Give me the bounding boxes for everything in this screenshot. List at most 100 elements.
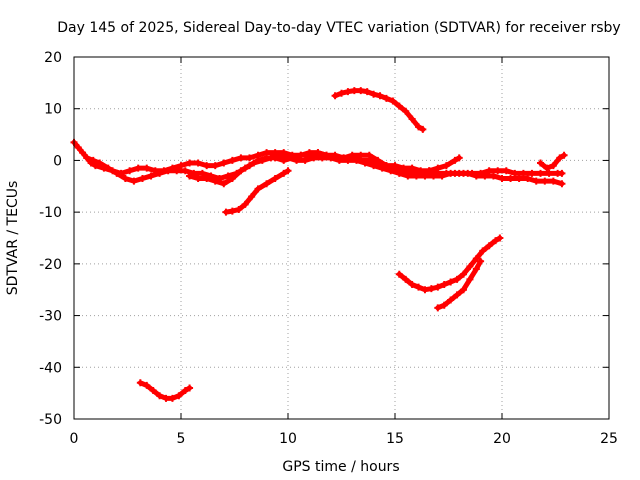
data-point <box>376 92 384 100</box>
data-point <box>472 265 480 273</box>
data-point <box>532 177 540 185</box>
data-point <box>310 154 318 162</box>
series-arc-4 <box>537 151 568 172</box>
data-point <box>447 278 455 286</box>
data-point <box>427 285 435 293</box>
data-point <box>447 169 455 177</box>
data-point <box>558 180 566 188</box>
data-point <box>254 185 262 193</box>
data-point <box>363 88 371 96</box>
data-point <box>186 384 194 392</box>
data-point <box>175 392 183 400</box>
data-point <box>524 175 532 183</box>
data-point <box>395 102 403 110</box>
data-point <box>434 304 442 312</box>
data-point <box>173 167 181 175</box>
data-point <box>323 151 331 159</box>
data-point <box>228 156 236 164</box>
data-point <box>472 172 480 180</box>
data-point <box>220 159 228 167</box>
data-point <box>228 207 236 215</box>
data-point <box>181 387 189 395</box>
data-point <box>271 154 279 162</box>
data-point <box>301 156 309 164</box>
y-axis-label: SDTVAR / TECUs <box>5 181 21 296</box>
data-point <box>83 154 91 162</box>
data-point <box>481 172 489 180</box>
data-point <box>485 167 493 175</box>
data-point <box>248 193 256 201</box>
data-point <box>211 177 219 185</box>
x-tick-label: 5 <box>177 431 186 447</box>
data-point <box>198 169 206 177</box>
data-point <box>263 154 271 162</box>
data-point <box>496 234 504 242</box>
data-point <box>537 159 545 167</box>
data-point <box>415 123 423 131</box>
data-point <box>245 162 253 170</box>
data-point <box>545 169 553 177</box>
y-tick-label: 10 <box>44 102 62 118</box>
data-point <box>241 200 249 208</box>
x-tick-label: 20 <box>493 431 511 447</box>
series-arc-7 <box>395 234 504 294</box>
data-point <box>391 164 399 172</box>
data-point <box>228 175 236 183</box>
data-point <box>147 172 155 180</box>
data-point <box>558 169 566 177</box>
data-point <box>400 167 408 175</box>
data-point <box>138 175 146 183</box>
data-point <box>104 164 112 172</box>
data-point <box>340 154 348 162</box>
data-point <box>485 242 493 250</box>
data-point <box>370 90 378 98</box>
data-point <box>549 162 557 170</box>
data-point <box>453 291 461 299</box>
y-tick-label: 20 <box>44 50 62 66</box>
series-arc-3 <box>186 149 463 188</box>
data-point <box>220 180 228 188</box>
data-point <box>421 286 429 294</box>
data-point <box>440 281 448 289</box>
data-point <box>374 156 382 164</box>
data-point <box>314 149 322 157</box>
data-point <box>537 169 545 177</box>
data-point <box>344 88 352 96</box>
x-tick-label: 0 <box>70 431 79 447</box>
data-point <box>402 275 410 283</box>
data-point <box>479 247 487 255</box>
data-point <box>425 167 433 175</box>
data-point <box>235 206 243 214</box>
data-point <box>338 89 345 97</box>
data-point <box>164 167 172 175</box>
data-point <box>134 164 142 172</box>
data-point <box>203 175 211 183</box>
data-point <box>466 275 474 283</box>
plot-frame <box>73 56 610 420</box>
data-point <box>455 154 463 162</box>
y-tick-label: -50 <box>39 412 62 428</box>
data-point <box>79 149 87 157</box>
data-point <box>350 87 358 95</box>
data-point <box>494 167 502 175</box>
data-point <box>507 175 515 183</box>
data-point <box>357 151 365 159</box>
y-tick-label: -10 <box>39 205 62 221</box>
data-point <box>331 154 339 162</box>
data-point <box>203 162 211 170</box>
data-point <box>541 177 549 185</box>
data-point <box>370 162 378 170</box>
data-point <box>502 167 510 175</box>
data-point <box>177 162 185 170</box>
data-point <box>556 154 564 162</box>
data-point <box>477 257 485 265</box>
chart-title: Day 145 of 2025, Sidereal Day-to-day VTE… <box>57 20 620 36</box>
data-point <box>280 169 288 177</box>
data-point <box>453 275 461 283</box>
data-point <box>96 159 104 167</box>
data-point <box>186 159 194 167</box>
data-point <box>438 172 446 180</box>
data-point <box>472 255 480 263</box>
